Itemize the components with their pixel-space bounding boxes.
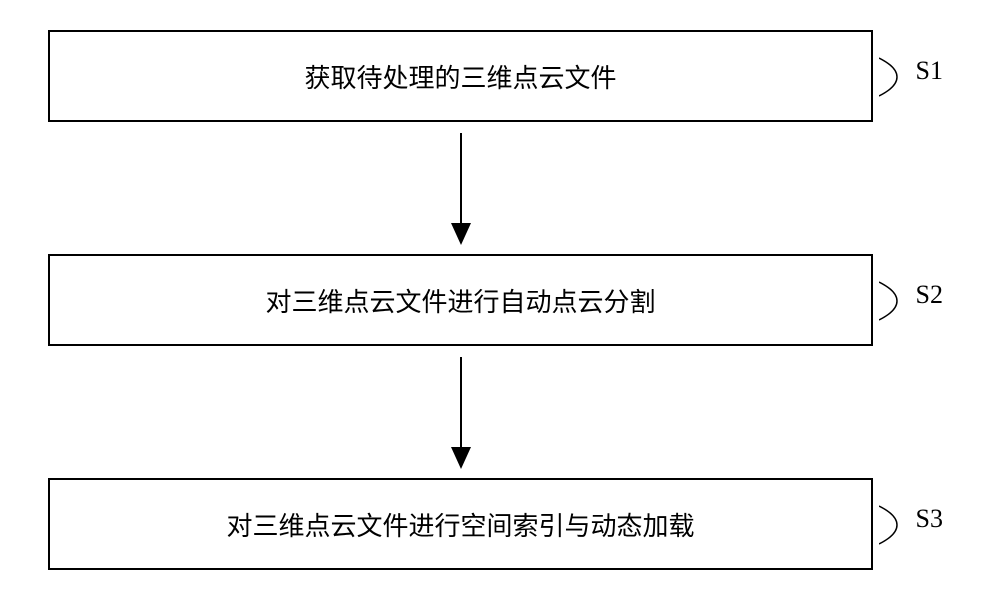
step-label-1: S1 [916, 56, 943, 86]
arrow-line-1 [460, 133, 462, 243]
arrow-line-2 [460, 357, 462, 467]
step-label-2: S2 [916, 280, 943, 310]
label-curve-1 [879, 52, 909, 102]
step-label-3: S3 [916, 504, 943, 534]
step-text-3: 对三维点云文件进行空间索引与动态加载 [226, 506, 694, 543]
arrow-head-1 [451, 223, 471, 245]
flowchart-container: 获取待处理的三维点云文件 S1 对三维点云文件进行自动点云分割 S2 对三维点云… [48, 30, 918, 570]
step-text-1: 获取待处理的三维点云文件 [304, 58, 616, 95]
label-curve-2 [879, 276, 909, 326]
step-text-2: 对三维点云文件进行自动点云分割 [265, 282, 655, 319]
arrow-head-2 [451, 447, 471, 469]
step-box-3: 对三维点云文件进行空间索引与动态加载 S3 [48, 478, 873, 570]
step-box-1: 获取待处理的三维点云文件 S1 [48, 30, 873, 122]
arrow-2 [48, 346, 873, 478]
step-box-2: 对三维点云文件进行自动点云分割 S2 [48, 254, 873, 346]
label-curve-3 [879, 500, 909, 550]
arrow-1 [48, 122, 873, 254]
